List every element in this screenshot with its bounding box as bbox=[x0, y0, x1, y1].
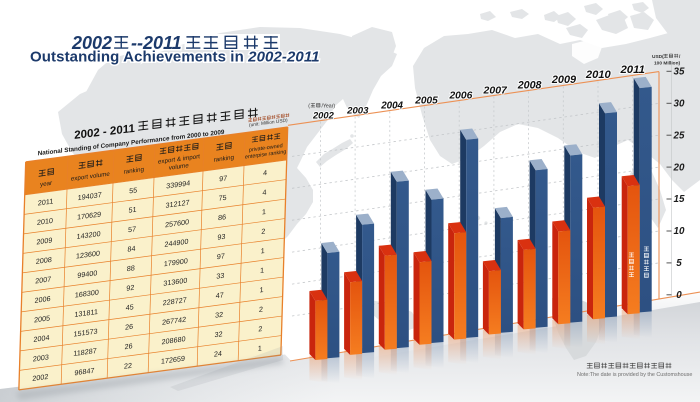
svg-text:257600: 257600 bbox=[165, 217, 189, 229]
svg-text:2010: 2010 bbox=[585, 69, 612, 81]
svg-text:2010: 2010 bbox=[37, 216, 53, 227]
svg-text:267742: 267742 bbox=[162, 315, 186, 327]
svg-text:2: 2 bbox=[261, 226, 265, 235]
svg-text:100 Million): 100 Million) bbox=[654, 61, 681, 67]
svg-text:25: 25 bbox=[673, 130, 685, 141]
svg-text:Note:The date is provided by t: Note:The date is provided by the Customs… bbox=[577, 372, 692, 378]
svg-text:2003: 2003 bbox=[346, 105, 369, 116]
svg-text:170629: 170629 bbox=[77, 209, 101, 221]
svg-text:92: 92 bbox=[126, 283, 134, 293]
svg-text:2008: 2008 bbox=[36, 255, 52, 266]
svg-text:51: 51 bbox=[128, 205, 136, 215]
svg-text:2: 2 bbox=[258, 324, 262, 333]
svg-text:2009: 2009 bbox=[551, 74, 577, 86]
svg-text:97: 97 bbox=[217, 251, 225, 261]
svg-text:2002: 2002 bbox=[71, 33, 112, 53]
svg-text:131811: 131811 bbox=[74, 307, 98, 319]
svg-text:2004: 2004 bbox=[380, 100, 403, 111]
svg-text:2005: 2005 bbox=[414, 95, 438, 106]
svg-text:Outstanding Achievements in 20: Outstanding Achievements in 2002-2011 bbox=[30, 49, 320, 66]
svg-text:97: 97 bbox=[219, 173, 227, 183]
svg-text:84: 84 bbox=[127, 244, 135, 254]
svg-text:private-owned: private-owned bbox=[249, 143, 283, 153]
svg-text:143200: 143200 bbox=[76, 229, 100, 241]
svg-text:5: 5 bbox=[676, 258, 682, 269]
svg-text:4: 4 bbox=[262, 187, 266, 196]
svg-text:0: 0 bbox=[676, 290, 682, 301]
svg-text:228727: 228727 bbox=[163, 295, 187, 307]
svg-text:2008: 2008 bbox=[517, 79, 542, 91]
svg-text:45: 45 bbox=[126, 302, 134, 312]
svg-text:172659: 172659 bbox=[161, 354, 185, 366]
svg-text:32: 32 bbox=[215, 310, 223, 320]
svg-text:33: 33 bbox=[216, 271, 224, 281]
svg-text:4: 4 bbox=[263, 168, 267, 177]
svg-text:2002: 2002 bbox=[32, 372, 48, 383]
svg-text:99400: 99400 bbox=[77, 268, 97, 280]
svg-text:2011: 2011 bbox=[619, 64, 645, 76]
svg-text:1: 1 bbox=[261, 246, 265, 255]
svg-text:2009: 2009 bbox=[36, 235, 52, 246]
svg-text:/: / bbox=[679, 54, 681, 60]
svg-text:ranking: ranking bbox=[124, 166, 145, 176]
svg-text:26: 26 bbox=[124, 341, 132, 351]
svg-text:194037: 194037 bbox=[78, 190, 102, 202]
svg-text:2006: 2006 bbox=[35, 294, 51, 305]
svg-text:26: 26 bbox=[125, 322, 133, 332]
svg-text:32: 32 bbox=[214, 329, 222, 339]
svg-text:USD(: USD( bbox=[652, 54, 664, 60]
svg-text:313600: 313600 bbox=[163, 276, 187, 288]
svg-text:339994: 339994 bbox=[166, 178, 190, 190]
svg-text:168300: 168300 bbox=[75, 287, 99, 299]
svg-text:47: 47 bbox=[216, 290, 224, 300]
svg-text:118287: 118287 bbox=[73, 346, 97, 358]
svg-text:2006: 2006 bbox=[448, 90, 472, 101]
svg-text:208680: 208680 bbox=[161, 334, 185, 346]
svg-text:93: 93 bbox=[217, 232, 225, 242]
svg-text:244900: 244900 bbox=[164, 237, 188, 249]
svg-text:35: 35 bbox=[674, 67, 685, 78]
svg-text:15: 15 bbox=[674, 194, 685, 205]
svg-text:123600: 123600 bbox=[76, 248, 100, 260]
svg-text:20: 20 bbox=[673, 162, 685, 173]
svg-text:2007: 2007 bbox=[35, 274, 51, 285]
svg-text:151573: 151573 bbox=[73, 326, 97, 338]
svg-text:2002: 2002 bbox=[312, 109, 335, 120]
svg-text:30: 30 bbox=[674, 99, 685, 110]
svg-text:1: 1 bbox=[259, 285, 263, 294]
svg-text:(: ( bbox=[308, 104, 310, 110]
svg-text:2003: 2003 bbox=[33, 352, 49, 363]
svg-text:/Year): /Year) bbox=[322, 104, 336, 110]
svg-text:ranking: ranking bbox=[214, 154, 235, 164]
svg-text:57: 57 bbox=[128, 224, 136, 234]
svg-text:2: 2 bbox=[259, 304, 263, 313]
svg-text:2005: 2005 bbox=[34, 313, 50, 324]
svg-text:55: 55 bbox=[129, 185, 137, 195]
svg-text:86: 86 bbox=[218, 212, 226, 222]
svg-text:24: 24 bbox=[214, 349, 222, 359]
svg-text:1: 1 bbox=[262, 207, 266, 216]
svg-text:75: 75 bbox=[218, 193, 226, 203]
svg-text:88: 88 bbox=[127, 263, 135, 273]
svg-text:1: 1 bbox=[258, 343, 262, 352]
svg-text:volume: volume bbox=[169, 162, 190, 172]
svg-text:2011: 2011 bbox=[38, 196, 54, 207]
svg-text:--2011: --2011 bbox=[131, 33, 182, 53]
svg-text:year: year bbox=[40, 180, 52, 189]
svg-text:10: 10 bbox=[674, 226, 685, 237]
svg-text:(unit: Million USD): (unit: Million USD) bbox=[249, 118, 288, 129]
svg-text:2007: 2007 bbox=[483, 84, 509, 96]
svg-text:96847: 96847 bbox=[74, 366, 94, 378]
svg-text:2004: 2004 bbox=[33, 333, 49, 344]
svg-text:179900: 179900 bbox=[164, 256, 188, 268]
svg-text:312127: 312127 bbox=[166, 198, 190, 210]
svg-text:22: 22 bbox=[124, 361, 132, 371]
svg-text:enterpise ranking: enterpise ranking bbox=[245, 149, 286, 160]
svg-text:1: 1 bbox=[260, 265, 264, 274]
